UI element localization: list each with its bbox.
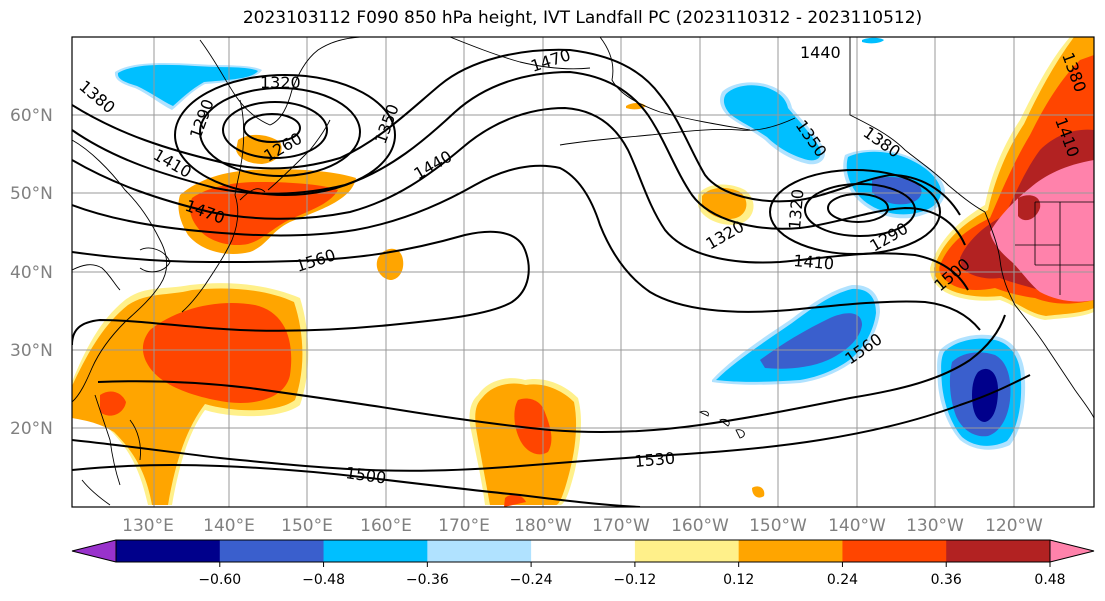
graticule — [72, 37, 1094, 507]
colorbar-swatch — [634, 540, 740, 562]
colorbar-tick-label: 0.12 — [723, 572, 754, 588]
colorbar: −0.60 −0.48 −0.36 −0.24 −0.12 0.12 0.24 0.36 0.4… — [71, 539, 1095, 588]
contour-label: 1320 — [785, 188, 807, 230]
lon-label: 150°E — [281, 516, 333, 536]
colorbar-swatch — [842, 540, 947, 562]
ivt-positive-blob-hawaii-east — [752, 486, 765, 498]
lon-label: 130°E — [122, 516, 174, 536]
ivt-negative-blob-aleutian-core — [723, 85, 821, 161]
map-content: 1320 1380 1290 1410 1470 1260 1350 1440 … — [72, 37, 1094, 507]
lat-label: 30°N — [10, 341, 53, 361]
colorbar-tick-label: −0.36 — [406, 572, 449, 588]
lat-label: 60°N — [10, 106, 53, 126]
lon-label: 170°W — [592, 516, 650, 536]
colorbar-extend-max — [1050, 540, 1094, 562]
colorbar-arrow-outline — [71, 539, 1095, 563]
ivt-positive-region-w-pacific-high — [142, 302, 292, 403]
colorbar-swatch — [323, 540, 428, 562]
ivt-negative-region-150w-high — [760, 313, 862, 369]
latitude-labels: 20°N 30°N 40°N 50°N 60°N — [10, 106, 53, 439]
colorbar-tick-label: 0.24 — [827, 572, 858, 588]
colorbar-swatch — [427, 540, 532, 562]
height-contours — [72, 48, 1031, 507]
colorbar-tick-label: −0.48 — [302, 572, 345, 588]
ivt-positive-region-180-high — [514, 398, 552, 455]
ivt-negative-region-150w-core — [716, 288, 876, 382]
colorbar-tick-label: −0.12 — [613, 572, 656, 588]
lat-label: 40°N — [10, 263, 53, 283]
colorbar-extend-min — [72, 540, 116, 562]
map-frame — [71, 36, 1095, 508]
lat-label: 50°N — [10, 184, 53, 204]
lon-label: 130°W — [906, 516, 964, 536]
ivt-negative-blob-north-edge — [862, 37, 884, 44]
ivt-positive-region-na-coast-max — [990, 160, 1094, 302]
colorbar-swatch — [946, 540, 1051, 562]
lon-label: 170°E — [438, 516, 490, 536]
ivt-positive-blob-160w-core — [702, 187, 747, 220]
colorbar-swatch — [116, 540, 221, 562]
map-title: 2023103112 F090 850 hPa height, IVT Land… — [242, 8, 923, 28]
ivt-positive-blob-180-south — [504, 494, 526, 507]
political-borders — [1015, 201, 1094, 295]
ivt-positive-region-japan-core — [190, 182, 338, 246]
colorbar-tick-label: −0.24 — [510, 572, 553, 588]
lon-label: 140°E — [203, 516, 255, 536]
colorbar-swatch — [738, 540, 843, 562]
contour-label: 1530 — [634, 449, 676, 471]
colorbar-tick-label: 0.36 — [931, 572, 962, 588]
lon-label: 140°W — [828, 516, 886, 536]
colorbar-swatch — [219, 540, 325, 562]
lon-label: 160°E — [360, 516, 412, 536]
colorbar-tick-label: −0.60 — [198, 572, 241, 588]
lon-label: 160°W — [671, 516, 729, 536]
ivt-positive-blob-w-pacific-south — [100, 391, 126, 416]
lon-label: 120°W — [985, 516, 1043, 536]
longitude-labels: 130°E 140°E 150°E 160°E 170°E 180°W 170°… — [122, 516, 1043, 536]
colorbar-swatch — [531, 540, 636, 562]
lat-label: 20°N — [10, 419, 53, 439]
colorbar-tick-label: 0.48 — [1034, 572, 1065, 588]
lon-label: 180°W — [514, 516, 572, 536]
contour-label: 1320 — [260, 73, 301, 92]
contour-label: 1410 — [793, 251, 835, 273]
contour-label: 1440 — [800, 43, 841, 62]
colorbar-frame — [115, 539, 1051, 563]
lon-label: 150°W — [749, 516, 807, 536]
